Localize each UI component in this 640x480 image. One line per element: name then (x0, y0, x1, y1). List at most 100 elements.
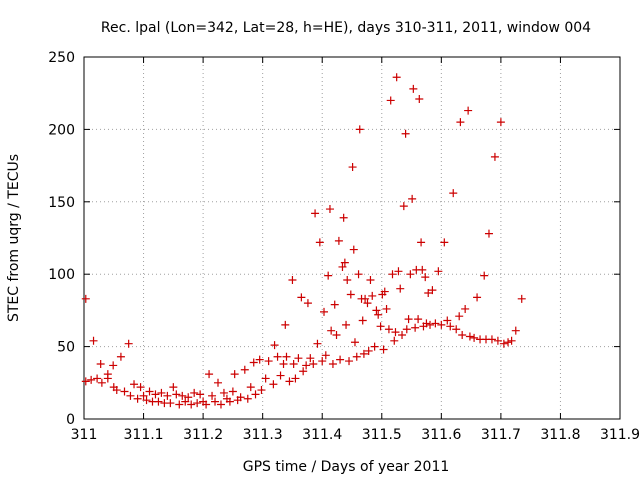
data-point (93, 374, 102, 383)
data-point (449, 189, 458, 198)
data-point (282, 352, 291, 361)
data-point (422, 319, 431, 328)
data-point (325, 205, 334, 214)
data-point (338, 262, 347, 271)
data-point (392, 73, 401, 82)
data-point (303, 299, 312, 308)
data-point (97, 378, 106, 387)
data-point (328, 359, 337, 368)
data-point (504, 338, 513, 347)
data-point (339, 213, 348, 222)
data-point (382, 304, 391, 313)
data-point (487, 335, 496, 344)
data-point (130, 380, 139, 389)
data-point (243, 394, 252, 403)
data-point (291, 374, 300, 383)
data-point (178, 391, 187, 400)
data-point (507, 336, 516, 345)
data-point (470, 333, 479, 342)
data-point (166, 399, 175, 408)
data-point (321, 351, 330, 360)
data-point (345, 357, 354, 366)
x-tick-label: 311.6 (421, 427, 461, 443)
data-point (342, 320, 351, 329)
data-point (81, 294, 90, 303)
data-point (390, 336, 399, 345)
data-point (281, 320, 290, 329)
data-point (380, 287, 389, 296)
data-point (324, 271, 333, 280)
data-points (81, 73, 526, 409)
data-point (273, 352, 282, 361)
grid (84, 57, 620, 419)
chart-title: Rec. lpal (Lon=342, Lat=28, h=HE), days … (101, 20, 591, 36)
data-point (151, 390, 160, 399)
data-point (112, 386, 121, 395)
plot-frame (83, 56, 621, 420)
y-tick-label: 200 (48, 122, 75, 138)
data-point (350, 338, 359, 347)
data-point (355, 125, 364, 134)
data-point (330, 300, 339, 309)
data-point (109, 361, 118, 370)
data-point (302, 361, 311, 370)
data-point (297, 293, 306, 302)
data-point (424, 289, 433, 298)
data-point (417, 238, 426, 247)
data-point (452, 325, 461, 334)
data-point (464, 106, 473, 115)
data-point (415, 94, 424, 103)
data-point (313, 339, 322, 348)
data-point (124, 339, 133, 348)
data-point (374, 310, 383, 319)
data-point (136, 383, 145, 392)
data-point (343, 275, 352, 284)
data-point (391, 328, 400, 337)
x-axis-title: GPS time / Days of year 2011 (243, 459, 450, 475)
data-point (190, 388, 199, 397)
data-point (276, 371, 285, 380)
data-point (376, 322, 385, 331)
data-point (228, 387, 237, 396)
data-point (255, 355, 264, 364)
x-tick-label: 311.8 (540, 427, 580, 443)
data-point (358, 316, 367, 325)
data-point (279, 359, 288, 368)
y-tick-label: 0 (66, 412, 75, 428)
data-point (399, 202, 408, 211)
data-point (193, 399, 202, 408)
data-point (398, 331, 407, 340)
data-point (145, 387, 154, 396)
data-point (455, 312, 464, 321)
data-point (163, 391, 172, 400)
data-point (511, 326, 520, 335)
data-point (461, 304, 470, 313)
data-point (225, 397, 234, 406)
data-point (346, 290, 355, 299)
data-point (421, 273, 430, 282)
x-tick-label: 311 (71, 427, 98, 443)
data-point (157, 388, 166, 397)
data-point (320, 307, 329, 316)
data-point (230, 370, 239, 379)
data-point (216, 400, 225, 409)
data-point (181, 397, 190, 406)
data-point (211, 397, 220, 406)
data-point (334, 236, 343, 245)
data-point (202, 400, 211, 409)
data-point (496, 118, 505, 127)
data-point (89, 336, 98, 345)
data-point (270, 341, 279, 350)
data-point (446, 322, 455, 331)
data-point (490, 152, 499, 161)
data-point (480, 271, 489, 280)
data-point (169, 383, 178, 392)
data-point (431, 319, 440, 328)
y-axis: 0 50 100 150 200 250 (48, 50, 620, 428)
data-point (172, 390, 181, 399)
data-point (406, 270, 415, 279)
data-point (208, 391, 217, 400)
data-point (299, 367, 308, 376)
data-point (349, 245, 358, 254)
data-point (251, 390, 260, 399)
